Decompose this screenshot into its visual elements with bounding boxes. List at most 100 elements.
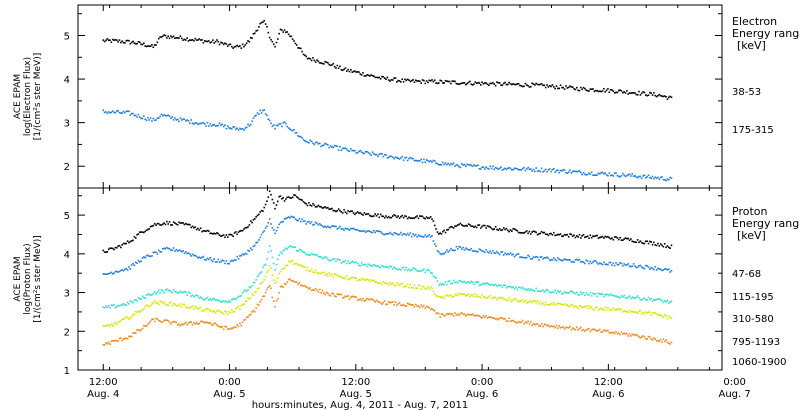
data-point <box>260 112 263 114</box>
data-point <box>515 286 517 289</box>
data-point <box>567 86 570 89</box>
data-point <box>624 237 627 239</box>
data-point <box>364 150 367 153</box>
data-point <box>452 314 455 317</box>
data-point <box>306 57 309 60</box>
data-point <box>600 171 602 174</box>
data-point <box>149 225 152 228</box>
data-point <box>435 82 437 84</box>
data-point <box>164 34 167 37</box>
data-point <box>347 68 349 71</box>
data-point <box>570 233 573 236</box>
data-point <box>644 311 647 314</box>
data-point <box>305 203 307 205</box>
data-point <box>328 259 330 262</box>
data-point <box>401 78 404 80</box>
data-point <box>314 221 317 224</box>
data-point <box>575 258 578 261</box>
data-point <box>286 31 289 33</box>
data-point <box>262 210 264 212</box>
data-point <box>635 241 638 244</box>
data-point <box>548 291 551 294</box>
data-point <box>443 283 445 286</box>
data-point <box>410 286 413 289</box>
data-point <box>605 293 608 296</box>
data-point <box>160 251 163 253</box>
data-point <box>281 268 283 271</box>
data-point <box>456 313 459 315</box>
data-point <box>661 95 663 97</box>
data-point <box>385 78 387 80</box>
data-point <box>578 327 581 330</box>
data-point <box>306 253 309 256</box>
data-point <box>519 300 521 302</box>
data-point <box>542 84 544 87</box>
data-point <box>358 150 360 153</box>
data-point <box>362 230 364 233</box>
data-point <box>540 323 543 325</box>
data-point <box>414 216 417 218</box>
data-point <box>534 170 536 173</box>
series-proton-47-68 <box>102 190 673 253</box>
data-point <box>113 111 115 114</box>
data-point <box>420 235 422 238</box>
data-point <box>431 307 433 310</box>
data-point <box>585 259 588 262</box>
data-point <box>590 171 593 174</box>
data-point <box>427 81 429 84</box>
data-point <box>167 114 169 117</box>
data-point <box>414 303 417 306</box>
data-point <box>141 309 144 311</box>
data-point <box>647 94 650 96</box>
data-point <box>155 293 157 295</box>
data-point <box>171 321 174 323</box>
data-point <box>322 292 325 294</box>
data-point <box>414 268 417 271</box>
data-point <box>171 224 174 226</box>
data-point <box>417 217 420 220</box>
data-point <box>212 39 214 41</box>
data-point <box>290 260 293 263</box>
data-point <box>125 316 128 318</box>
data-point <box>548 84 551 87</box>
data-point <box>440 80 443 82</box>
data-point <box>580 261 582 263</box>
data-point <box>343 296 345 299</box>
data-point <box>536 300 539 302</box>
data-point <box>650 338 652 340</box>
data-point <box>363 263 366 266</box>
data-point <box>356 151 359 154</box>
data-point <box>214 40 217 43</box>
data-point <box>425 305 428 308</box>
data-point <box>335 210 337 213</box>
data-point <box>197 257 199 259</box>
data-point <box>504 284 506 287</box>
data-point <box>294 132 297 134</box>
data-point <box>129 240 132 243</box>
data-point <box>152 318 155 320</box>
data-point <box>107 341 110 344</box>
data-point <box>448 312 451 315</box>
data-point <box>343 229 345 232</box>
data-point <box>114 339 117 342</box>
data-point <box>186 223 188 226</box>
data-point <box>226 328 229 331</box>
data-point <box>320 145 322 148</box>
data-point <box>191 323 194 326</box>
data-point <box>229 127 232 130</box>
data-point <box>500 284 502 287</box>
data-point <box>161 223 164 225</box>
data-point <box>592 235 594 237</box>
data-point <box>592 261 594 263</box>
data-point <box>129 114 132 116</box>
data-point <box>348 278 351 281</box>
data-point <box>391 156 394 159</box>
data-point <box>428 79 431 82</box>
data-point <box>240 128 243 130</box>
data-point <box>400 157 402 159</box>
data-point <box>329 226 332 229</box>
data-point <box>427 268 429 271</box>
data-point <box>171 116 174 118</box>
data-point <box>621 265 624 267</box>
data-point <box>455 225 458 227</box>
